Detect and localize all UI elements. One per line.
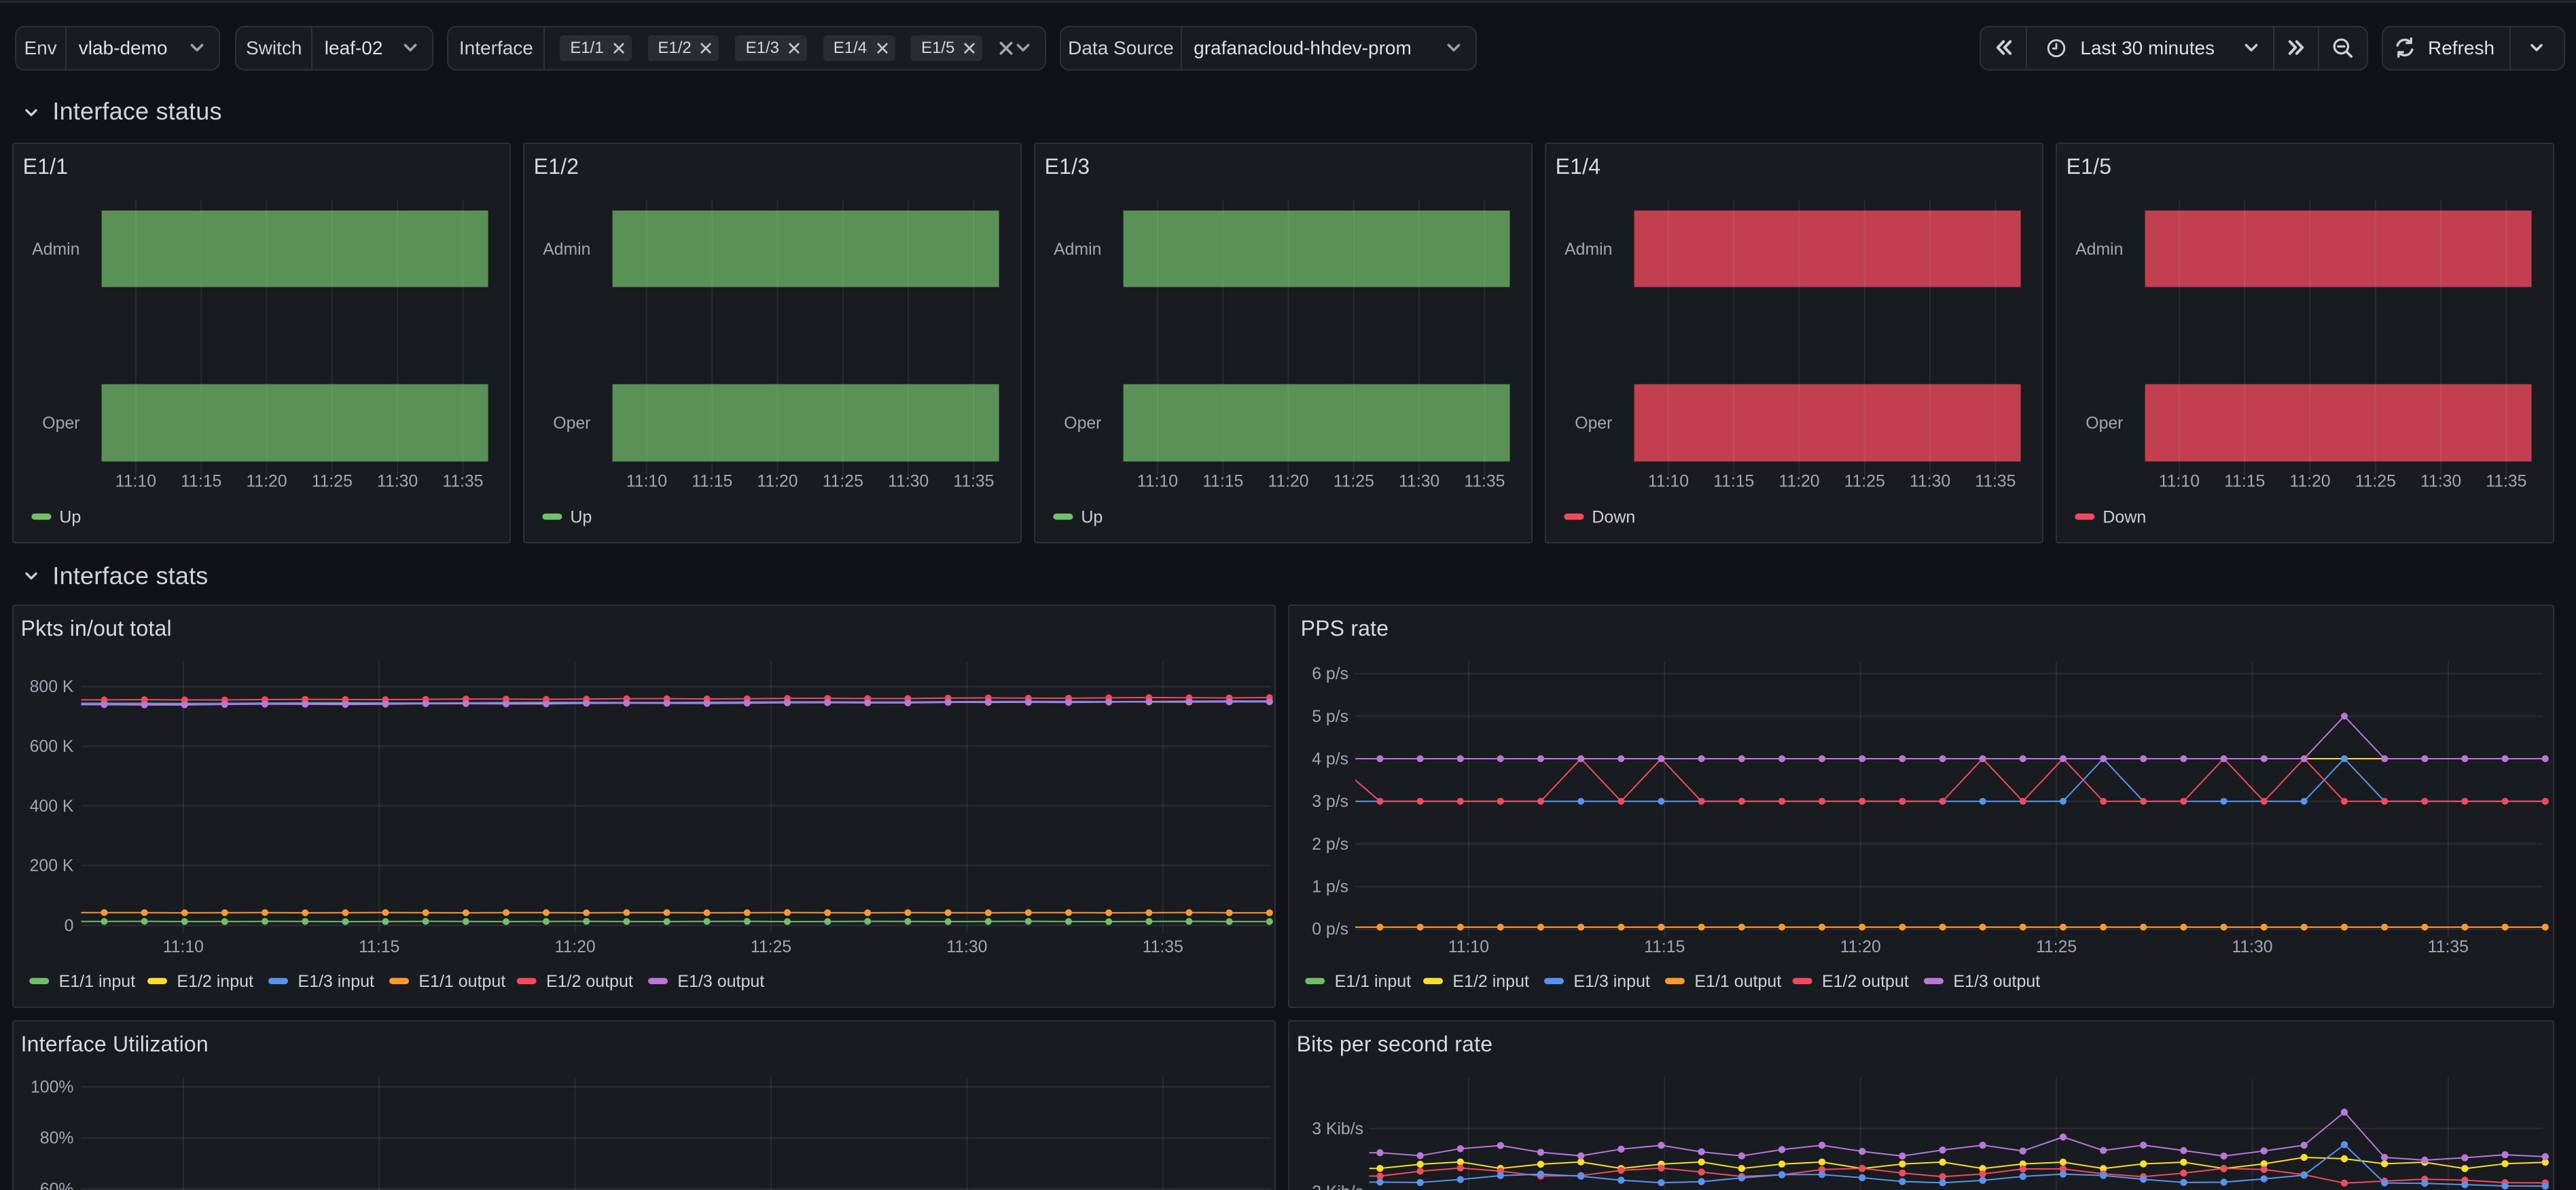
svg-text:Admin: Admin <box>2076 240 2124 259</box>
svg-text:100%: 100% <box>31 1078 74 1096</box>
svg-text:E1/2 input: E1/2 input <box>177 972 254 991</box>
svg-text:11:35: 11:35 <box>1975 472 2016 490</box>
svg-text:11:15: 11:15 <box>1645 938 1685 956</box>
svg-text:11:15: 11:15 <box>359 938 400 956</box>
svg-text:11:20: 11:20 <box>555 938 596 956</box>
svg-text:800 K: 800 K <box>30 678 74 696</box>
svg-text:11:25: 11:25 <box>312 472 353 490</box>
svg-text:11:15: 11:15 <box>692 472 733 490</box>
svg-text:4 p/s: 4 p/s <box>1312 750 1349 768</box>
svg-text:11:15: 11:15 <box>1714 472 1755 490</box>
svg-text:0: 0 <box>65 917 74 935</box>
svg-text:E1/3 output: E1/3 output <box>1954 972 2041 991</box>
svg-text:11:35: 11:35 <box>954 472 995 490</box>
svg-text:11:20: 11:20 <box>1779 472 1820 490</box>
svg-text:Up: Up <box>571 507 592 526</box>
svg-text:Oper: Oper <box>43 414 80 433</box>
svg-text:11:30: 11:30 <box>2232 938 2273 956</box>
svg-text:Admin: Admin <box>1054 240 1102 259</box>
svg-text:Admin: Admin <box>33 240 80 259</box>
svg-text:0 p/s: 0 p/s <box>1312 920 1349 939</box>
svg-text:11:10: 11:10 <box>163 938 204 956</box>
svg-text:E1/1 input: E1/1 input <box>1335 972 1412 991</box>
svg-text:11:10: 11:10 <box>1448 938 1489 956</box>
svg-text:1 p/s: 1 p/s <box>1312 878 1349 897</box>
svg-text:11:30: 11:30 <box>1399 472 1440 490</box>
svg-text:80%: 80% <box>40 1130 74 1148</box>
svg-text:11:20: 11:20 <box>1840 938 1881 956</box>
svg-text:5 p/s: 5 p/s <box>1312 708 1349 726</box>
svg-text:11:20: 11:20 <box>1268 472 1309 490</box>
svg-text:400 K: 400 K <box>30 797 74 816</box>
svg-text:11:25: 11:25 <box>2355 472 2396 490</box>
svg-text:Up: Up <box>1081 507 1103 526</box>
svg-text:11:25: 11:25 <box>1844 472 1885 490</box>
svg-text:11:30: 11:30 <box>1910 472 1951 490</box>
svg-text:3 Kib/s: 3 Kib/s <box>1312 1120 1364 1138</box>
svg-text:6 p/s: 6 p/s <box>1312 665 1349 683</box>
svg-text:E1/3 input: E1/3 input <box>298 972 375 991</box>
svg-text:200 K: 200 K <box>30 857 74 876</box>
svg-text:11:30: 11:30 <box>2421 472 2462 490</box>
svg-text:11:10: 11:10 <box>1648 472 1689 490</box>
svg-text:E1/1 output: E1/1 output <box>1695 972 1782 991</box>
svg-text:11:20: 11:20 <box>2290 472 2331 490</box>
svg-text:11:25: 11:25 <box>823 472 863 490</box>
svg-text:2 Kib/s: 2 Kib/s <box>1312 1183 1364 1190</box>
svg-text:E1/1 input: E1/1 input <box>59 972 136 991</box>
svg-text:11:35: 11:35 <box>443 472 484 490</box>
svg-text:11:35: 11:35 <box>2486 472 2527 490</box>
svg-text:Oper: Oper <box>1575 414 1613 433</box>
svg-text:11:30: 11:30 <box>947 938 988 956</box>
svg-text:11:10: 11:10 <box>1137 472 1178 490</box>
svg-text:E1/1 output: E1/1 output <box>419 972 506 991</box>
svg-text:E1/2 output: E1/2 output <box>547 972 634 991</box>
svg-text:Admin: Admin <box>1565 240 1613 259</box>
svg-text:11:25: 11:25 <box>751 938 791 956</box>
svg-text:11:15: 11:15 <box>181 472 222 490</box>
svg-text:Oper: Oper <box>1065 414 1102 433</box>
svg-text:E1/3 output: E1/3 output <box>678 972 765 991</box>
svg-text:11:20: 11:20 <box>247 472 287 490</box>
svg-text:11:15: 11:15 <box>1203 472 1244 490</box>
svg-text:Oper: Oper <box>554 414 591 433</box>
svg-text:11:10: 11:10 <box>626 472 667 490</box>
svg-text:60%: 60% <box>40 1180 74 1190</box>
svg-text:11:35: 11:35 <box>1465 472 1505 490</box>
svg-text:11:10: 11:10 <box>115 472 156 490</box>
svg-text:11:35: 11:35 <box>2428 938 2469 956</box>
svg-text:11:10: 11:10 <box>2159 472 2200 490</box>
svg-text:11:30: 11:30 <box>378 472 418 490</box>
svg-text:11:15: 11:15 <box>2225 472 2266 490</box>
svg-text:Admin: Admin <box>543 240 591 259</box>
svg-text:E1/3 input: E1/3 input <box>1574 972 1651 991</box>
svg-text:2 p/s: 2 p/s <box>1312 835 1349 854</box>
svg-text:11:35: 11:35 <box>1143 938 1183 956</box>
svg-text:Down: Down <box>1592 507 1636 526</box>
svg-text:Up: Up <box>60 507 82 526</box>
svg-text:11:30: 11:30 <box>889 472 929 490</box>
svg-text:11:25: 11:25 <box>1334 472 1374 490</box>
svg-text:E1/2 output: E1/2 output <box>1823 972 1910 991</box>
svg-text:600 K: 600 K <box>30 738 74 756</box>
svg-text:E1/2 input: E1/2 input <box>1453 972 1530 991</box>
svg-text:Oper: Oper <box>2086 414 2124 433</box>
svg-text:3 p/s: 3 p/s <box>1312 793 1349 811</box>
svg-text:Down: Down <box>2103 507 2147 526</box>
svg-text:11:20: 11:20 <box>757 472 798 490</box>
svg-text:11:25: 11:25 <box>2037 938 2077 956</box>
